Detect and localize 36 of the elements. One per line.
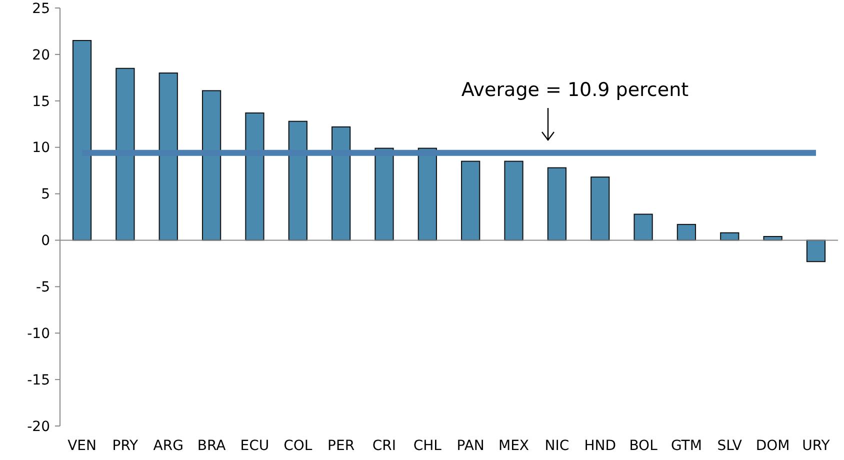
x-tick-label: BRA bbox=[197, 438, 226, 454]
bar bbox=[504, 160, 524, 241]
bar bbox=[461, 160, 480, 241]
y-tick-label: 10 bbox=[32, 140, 50, 156]
bar bbox=[547, 167, 566, 241]
y-tick-label: -15 bbox=[27, 372, 50, 388]
bar bbox=[590, 176, 610, 241]
x-tick-label: PRY bbox=[112, 438, 139, 454]
annotation: Average = 10.9 percent bbox=[461, 79, 689, 101]
x-tick-label: URY bbox=[802, 438, 830, 454]
bar bbox=[806, 240, 826, 262]
x-tick-label: MEX bbox=[498, 438, 530, 454]
x-tick-label: COL bbox=[284, 438, 312, 454]
x-tick-label: CRI bbox=[372, 438, 396, 454]
x-tick-label: ARG bbox=[153, 438, 184, 454]
y-tick-label: 25 bbox=[32, 0, 50, 17]
x-tick-label: GTM bbox=[670, 438, 702, 454]
x-tick-label: HND bbox=[584, 438, 616, 454]
y-tick-label: -20 bbox=[27, 418, 50, 435]
x-tick-label: ECU bbox=[240, 438, 270, 454]
y-tick-label: 15 bbox=[32, 94, 50, 110]
x-tick-label: PER bbox=[328, 438, 355, 454]
x-tick-label: VEN bbox=[68, 438, 96, 454]
y-tick-label: -10 bbox=[27, 326, 50, 342]
bar bbox=[634, 214, 653, 241]
x-tick-label: CHL bbox=[413, 438, 442, 454]
x-tick-label: PAN bbox=[456, 438, 484, 454]
x-tick-label: NIC bbox=[544, 438, 570, 454]
y-tick-label: 20 bbox=[32, 47, 50, 64]
y-tick-label: -5 bbox=[36, 280, 50, 296]
y-tick-label: 5 bbox=[41, 186, 50, 203]
y-tick-label: 0 bbox=[41, 233, 50, 250]
x-tick-label: SLV bbox=[717, 438, 742, 454]
x-tick-label: DOM bbox=[756, 438, 790, 454]
bar bbox=[676, 224, 696, 241]
x-tick-label: BOL bbox=[629, 438, 658, 454]
